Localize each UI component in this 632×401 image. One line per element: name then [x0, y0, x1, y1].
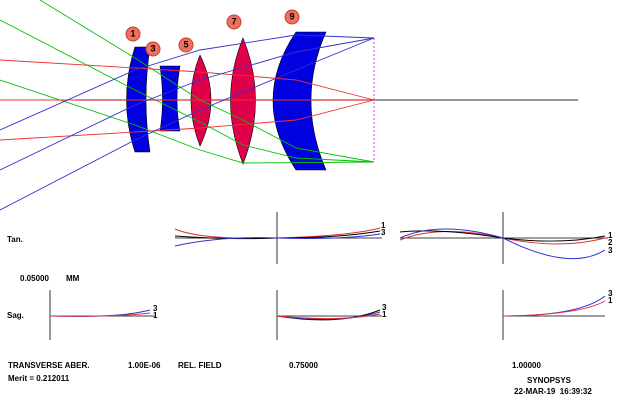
curve-label: 1: [381, 221, 386, 230]
curve-label: 3: [608, 246, 613, 255]
field-value: 0.75000: [289, 361, 318, 370]
surface-label: 5: [183, 39, 188, 49]
curve-label: 1: [608, 231, 613, 240]
curve-label: 1: [153, 311, 158, 320]
merit: Merit = 0.212011: [8, 374, 70, 383]
plot-axes: [49, 212, 608, 340]
timestamp: 22-MAR-19 16:39:32: [514, 387, 592, 396]
field-label: REL. FIELD: [178, 361, 222, 370]
curve-label: 3: [381, 228, 386, 237]
surface-label: 9: [289, 11, 294, 21]
scale-unit: MM: [66, 274, 80, 283]
aberration-curves: [49, 227, 606, 321]
field-value: 1.00000: [512, 361, 541, 370]
surface-label: 3: [150, 43, 155, 53]
plot-type: TRANSVERSE ABER.: [8, 361, 90, 370]
curve-label: 3: [153, 304, 158, 313]
curve-label: 3: [608, 289, 613, 298]
curve-label: 1: [608, 296, 613, 305]
surface-markers: [125, 9, 300, 57]
program: SYNOPSYS: [527, 376, 572, 385]
scale-value: 0.05000: [20, 274, 49, 283]
tan-label: Tan.: [7, 235, 23, 244]
surface-label: 1: [130, 28, 135, 38]
rays: [0, 0, 375, 211]
curve-label: 2: [608, 238, 613, 247]
surface-label: 7: [231, 16, 236, 26]
curve-label: 1: [382, 310, 387, 319]
sag-label: Sag.: [7, 311, 24, 320]
curve-label: 3: [382, 303, 387, 312]
wavelength: 1.00E-06: [128, 361, 161, 370]
